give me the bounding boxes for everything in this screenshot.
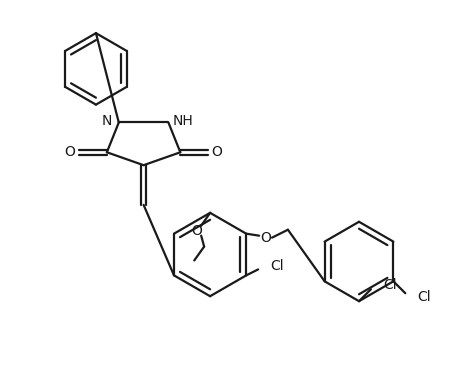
- Text: O: O: [212, 145, 222, 159]
- Text: O: O: [261, 231, 271, 245]
- Text: O: O: [65, 145, 76, 159]
- Text: NH: NH: [172, 114, 193, 128]
- Text: Cl: Cl: [270, 259, 284, 274]
- Text: Cl: Cl: [383, 278, 396, 292]
- Text: N: N: [101, 114, 112, 128]
- Text: O: O: [191, 224, 202, 238]
- Text: Cl: Cl: [417, 290, 431, 304]
